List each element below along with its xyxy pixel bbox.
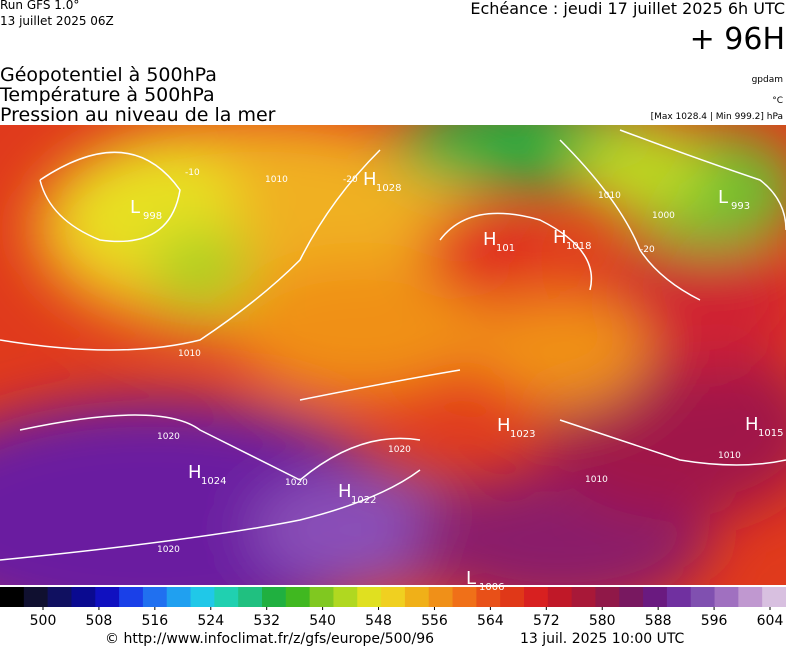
color-swatch [71,587,96,607]
color-swatch [619,587,644,607]
colorbar-label: 532 [253,613,280,629]
color-swatch [690,587,716,607]
color-swatch [23,587,49,607]
colorbar-label: 588 [645,613,672,629]
unit: °C [772,96,783,106]
color-swatch [166,587,192,607]
colorbar-label: 548 [365,613,392,629]
forecast: Echéance : jeudi 17 juillet 2025 6h UTC [470,0,785,18]
color-swatch [119,587,144,607]
center-letter: L [718,187,728,208]
color-swatch [142,587,168,607]
center-letter: H [363,169,377,190]
center-letter: H [497,415,511,436]
color-swatch [190,587,215,607]
contour-label: 1010 [718,451,741,461]
colorbar-label: 540 [309,613,336,629]
source: © http://www.infoclimat.fr/z/gfs/europe/… [105,631,434,647]
center-letter: H [553,227,567,248]
color-swatch [262,587,287,607]
contour-label: -20 [343,175,358,185]
map-field [0,125,786,585]
center-value: 1022 [351,495,376,506]
contour-label: 1020 [388,445,411,455]
center-letter: L [466,568,476,589]
color-swatch [452,587,477,607]
lead-time: + 96H [690,22,785,57]
color-swatch [238,587,263,607]
color-swatch [381,587,406,607]
color-swatch [666,587,692,607]
center-letter: H [338,481,352,502]
color-swatch [500,587,525,607]
colorbar-label: 524 [197,613,224,629]
color-swatch [428,587,454,607]
color-swatch [404,587,430,607]
colorbar-label: 596 [701,613,728,629]
color-swatch [524,587,549,607]
run: Run GFS 1.0° [0,0,79,12]
color-swatch [762,587,786,607]
colorbar-label: 516 [141,613,168,629]
unit: [Max 1028.4 | Min 999.2] hPa [651,112,783,122]
color-swatch [214,587,239,607]
issued: 13 juil. 2025 10:00 UTC [520,631,685,647]
center-letter: H [188,462,202,483]
colorbar-label: 604 [757,613,784,629]
center-letter: H [745,414,759,435]
contour-label: 1020 [157,432,180,442]
center-value: 1024 [201,476,226,487]
contour-label: 1010 [265,175,288,185]
contour-label: 1010 [585,475,608,485]
center-value: 1015 [758,428,783,439]
color-swatch [571,587,596,607]
contour-label: 1020 [157,545,180,555]
run-date: 13 juillet 2025 06Z [0,14,114,28]
colorbar-label: 564 [477,613,504,629]
title: Géopotentiel à 500hPa [0,64,217,86]
contour-label: -10 [185,168,200,178]
color-swatch [476,587,501,607]
color-swatch [595,587,620,607]
color-swatch [357,587,382,607]
color-swatch [333,587,358,607]
center-value: 1028 [376,183,401,194]
center-value: 1006 [479,582,504,593]
contour-label: 1010 [598,191,621,201]
title: Température à 500hPa [0,84,215,106]
colorbar-label: 580 [589,613,616,629]
center-value: 1018 [566,241,591,252]
color-swatch [47,587,72,607]
color-swatch [309,587,334,607]
colorbar-label: 572 [533,613,560,629]
color-swatch [643,587,668,607]
contour-label: -20 [640,245,655,255]
color-swatch [285,587,311,607]
color-swatch [0,587,25,607]
color-swatch [95,587,120,607]
unit: gpdam [752,75,783,85]
colorbar-label: 500 [30,613,57,629]
colorbar-label: 556 [421,613,448,629]
center-value: 998 [143,211,162,222]
center-letter: H [483,229,497,250]
color-swatch [714,587,739,607]
contour-label: 1010 [178,349,201,359]
color-swatch [738,587,763,607]
colorbar-label: 508 [86,613,113,629]
colorbar: 500 508 516 524 532 540 548 556 564 572 580 588 596 6… [0,587,786,629]
color-swatch [547,587,573,607]
contour-label: 1020 [285,478,308,488]
center-letter: L [130,197,140,218]
center-value: 993 [731,201,750,212]
title: Pression au niveau de la mer [0,104,276,126]
contour-label: 1000 [652,211,675,221]
isobars [0,129,786,561]
center-value: 1023 [510,429,535,440]
center-value: 101 [496,243,515,254]
